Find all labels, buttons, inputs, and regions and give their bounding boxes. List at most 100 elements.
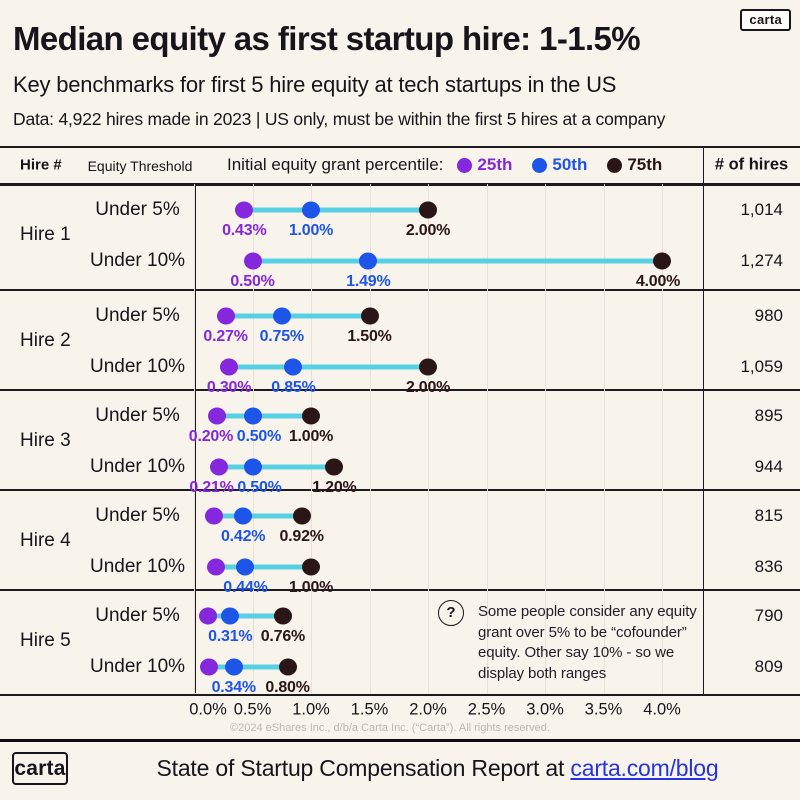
percentile-value-label: 0.75%: [259, 328, 305, 345]
percentile-value-label: 0.85%: [271, 379, 316, 396]
x-axis-tick-1.0%: 1.0%: [292, 700, 330, 719]
percentile-value-label: 0.50%: [236, 428, 282, 445]
percentile-value-label: 2.00%: [405, 222, 451, 239]
dot-25th-percentile: [200, 658, 219, 676]
legend-item-25th: 25th: [457, 155, 512, 175]
percentile-value-label: 0.31%: [208, 628, 253, 645]
percentile-range-connector: [209, 664, 288, 670]
gridline-2.5%: [486, 184, 488, 694]
percentile-value-label: 0.34%: [211, 679, 257, 696]
dot-50th-percentile: [272, 307, 291, 325]
x-axis-tick-3.0%: 3.0%: [526, 700, 564, 719]
legend-label: 50th: [552, 155, 588, 174]
percentile-value-label: 0.44%: [223, 579, 268, 596]
equity-threshold-label: Under 10%: [89, 250, 186, 271]
dot-25th-percentile: [235, 201, 254, 219]
num-hires-value: 809: [754, 657, 783, 676]
dot-25th-percentile: [207, 558, 226, 576]
dot-25th-percentile: [220, 358, 239, 376]
percentile-value-label: 0.42%: [220, 528, 266, 545]
hire-group-label: Hire 2: [20, 330, 71, 351]
equity-threshold-label: Under 10%: [89, 556, 186, 577]
hire-group-label: Hire 5: [20, 630, 71, 651]
x-axis-tick-0.0%: 0.0%: [189, 700, 227, 719]
dot-25th-percentile: [208, 407, 227, 425]
legend-dot-icon: [607, 157, 623, 173]
gridline-2.0%: [428, 184, 429, 694]
gridline-3.0%: [545, 184, 546, 694]
percentile-value-label: 1.00%: [288, 428, 334, 445]
x-axis-tick-0.5%: 0.5%: [233, 700, 272, 719]
num-hires-value: 944: [754, 457, 783, 476]
legend-item-50th: 50th: [532, 155, 587, 175]
question-mark-icon: ?: [438, 600, 464, 626]
percentile-value-label: 1.49%: [346, 273, 391, 290]
report-callout-text: State of Startup Compensation Report at: [156, 755, 571, 781]
num-hires-value: 980: [754, 306, 783, 325]
section-rule-4: [0, 589, 800, 591]
dot-75th-percentile: [302, 407, 320, 425]
percentile-value-label: 0.30%: [206, 379, 252, 396]
hires-column-divider: [702, 146, 704, 694]
legend-dot-icon: [457, 157, 473, 173]
dot-25th-percentile: [243, 252, 262, 270]
column-header-num-hires: # of hires: [714, 155, 789, 174]
num-hires-value: 1,274: [740, 251, 783, 270]
legend-label: 25th: [477, 155, 513, 174]
page-title: Median equity as first startup hire: 1-1…: [13, 20, 641, 57]
gridline-1.0%: [311, 184, 312, 694]
percentile-range-connector: [216, 564, 311, 570]
percentile-range-connector: [225, 313, 370, 319]
carta-logo-badge: carta: [740, 9, 791, 31]
dot-50th-percentile: [284, 358, 303, 376]
dot-25th-percentile: [199, 607, 218, 625]
dot-50th-percentile: [224, 658, 243, 676]
hire-group-label: Hire 3: [20, 430, 71, 451]
x-axis-tick-2.0%: 2.0%: [409, 700, 447, 719]
dot-75th-percentile: [419, 201, 437, 219]
dot-75th-percentile: [302, 558, 320, 576]
dot-50th-percentile: [234, 507, 253, 525]
percentile-value-label: 0.92%: [279, 528, 324, 545]
equity-threshold-label: Under 5%: [95, 405, 180, 426]
dot-25th-percentile: [209, 458, 228, 476]
num-hires-value: 1,014: [740, 200, 783, 219]
gridline-3.5%: [603, 184, 605, 694]
percentile-value-label: 1.00%: [288, 222, 334, 239]
column-header-equity-threshold: Equity Threshold: [87, 158, 193, 174]
percentile-value-label: 4.00%: [635, 273, 681, 290]
plot-left-border: [194, 184, 196, 693]
dot-50th-percentile: [243, 407, 262, 425]
percentile-range-connector: [229, 364, 428, 370]
column-header-hire: Hire #: [20, 156, 62, 174]
table-header-rule: [0, 183, 800, 186]
dot-75th-percentile: [278, 658, 297, 676]
equity-threshold-label: Under 10%: [89, 456, 186, 477]
percentile-range-connector: [217, 413, 311, 419]
percentile-value-label: 0.50%: [230, 273, 275, 290]
percentile-value-label: 0.80%: [265, 679, 310, 696]
hire-group-label: Hire 4: [20, 530, 71, 551]
num-hires-value: 815: [754, 506, 783, 525]
legend-item-75th: 75th: [607, 155, 662, 175]
equity-threshold-label: Under 5%: [95, 305, 180, 326]
legend-label: 75th: [627, 155, 663, 174]
percentile-value-label: 1.00%: [288, 579, 334, 596]
percentile-value-label: 0.20%: [188, 428, 234, 445]
percentile-legend: Initial equity grant percentile: 25th 50t…: [227, 155, 662, 175]
report-callout: State of Startup Compensation Report at …: [80, 755, 795, 782]
carta-blog-link[interactable]: carta.com/blog: [570, 755, 719, 781]
section-rule-1: [0, 289, 800, 291]
dot-25th-percentile: [216, 307, 235, 325]
x-axis-tick-3.5%: 3.5%: [584, 700, 623, 719]
copyright-line: ©2024 eShares Inc., d/b/a Carta Inc. (“C…: [230, 722, 550, 734]
section-rule-3: [0, 489, 800, 491]
percentile-value-label: 0.43%: [222, 222, 267, 239]
dot-50th-percentile: [236, 558, 255, 576]
hire-group-label: Hire 1: [20, 224, 71, 245]
table-bottom-rule: [0, 693, 800, 696]
dot-75th-percentile: [325, 458, 344, 476]
percentile-range-connector: [213, 513, 302, 519]
percentile-value-label: 2.00%: [405, 379, 451, 396]
